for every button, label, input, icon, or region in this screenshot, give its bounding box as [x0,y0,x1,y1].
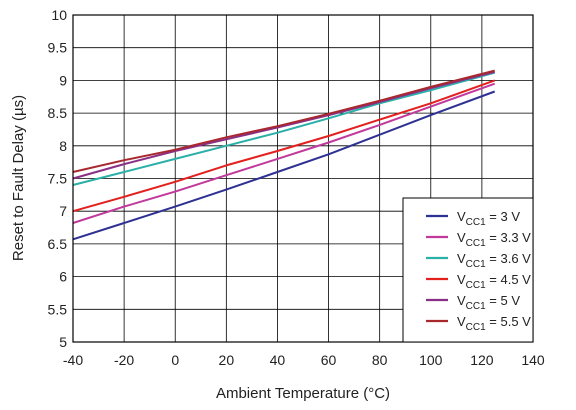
y-tick-label: 9.5 [48,40,68,56]
series-line-1 [72,82,496,224]
legend-label-main: V [457,293,466,308]
legend-label-rest: = 4.5 V [486,272,531,287]
x-tick-label: 0 [171,352,179,368]
series-line-0 [72,90,496,241]
legend-label-0: VCC1 = 3 V [457,209,520,228]
y-tick-label: 10 [51,7,67,23]
y-tick-label: 7 [59,203,67,219]
series-line-4 [72,70,495,180]
series-line-3 [72,79,496,213]
y-axis-title: Reset to Fault Delay (µs) [10,95,27,261]
legend-label-sub: CC1 [466,301,486,312]
y-tick-labels: 5 5.5 6 6.5 7 7.5 8 8.5 9 9.5 10 [48,7,68,350]
legend-label-rest: = 3.3 V [486,230,531,245]
x-tick-label: 140 [521,352,545,368]
legend-label-main: V [457,230,466,245]
x-tick-labels: -40 -20 0 20 40 60 80 100 120 140 [63,352,545,368]
y-tick-label: 5.5 [48,301,68,317]
legend-label-rest: = 5.5 V [486,314,531,329]
legend-label-main: V [457,209,466,224]
x-tick-label: 100 [419,352,443,368]
legend-label-5: VCC1 = 5.5 V [457,314,531,333]
legend-label-sub: CC1 [466,322,486,333]
legend-label-main: V [457,272,466,287]
y-tick-label: 9 [59,72,67,88]
legend-label-sub: CC1 [466,238,486,249]
y-tick-label: 5 [59,334,67,350]
x-tick-label: 120 [470,352,494,368]
legend-label-3: VCC1 = 4.5 V [457,272,531,291]
legend-label-main: V [457,251,466,266]
legend-label-4: VCC1 = 5 V [457,293,520,312]
y-tick-label: 8.5 [48,105,68,121]
legend-label-rest: = 3.6 V [486,251,531,266]
legend-label-main: V [457,314,466,329]
y-tick-label: 8 [59,138,67,154]
series-line-2 [72,71,495,186]
plot-frame [72,14,534,343]
legend-label-2: VCC1 = 3.6 V [457,251,531,270]
series-lines [72,69,496,241]
legend-label-rest: = 3 V [486,209,521,224]
x-tick-label: 60 [321,352,337,368]
y-tick-label: 6 [59,269,67,285]
legend-label-sub: CC1 [466,280,486,291]
y-tick-label: 7.5 [48,171,68,187]
y-tick-label: 6.5 [48,236,68,252]
x-tick-label: -20 [114,352,134,368]
legend-label-1: VCC1 = 3.3 V [457,230,531,249]
legend-label-rest: = 5 V [486,293,521,308]
x-axis-title: Ambient Temperature (°C) [216,385,390,402]
x-tick-label: 40 [270,352,286,368]
x-tick-label: 20 [219,352,235,368]
legend-label-sub: CC1 [466,259,486,270]
x-tick-label: -40 [63,352,83,368]
legend-label-sub: CC1 [466,217,486,228]
x-tick-label: 80 [372,352,388,368]
series-line-5 [72,69,495,173]
legend-box [402,197,534,343]
